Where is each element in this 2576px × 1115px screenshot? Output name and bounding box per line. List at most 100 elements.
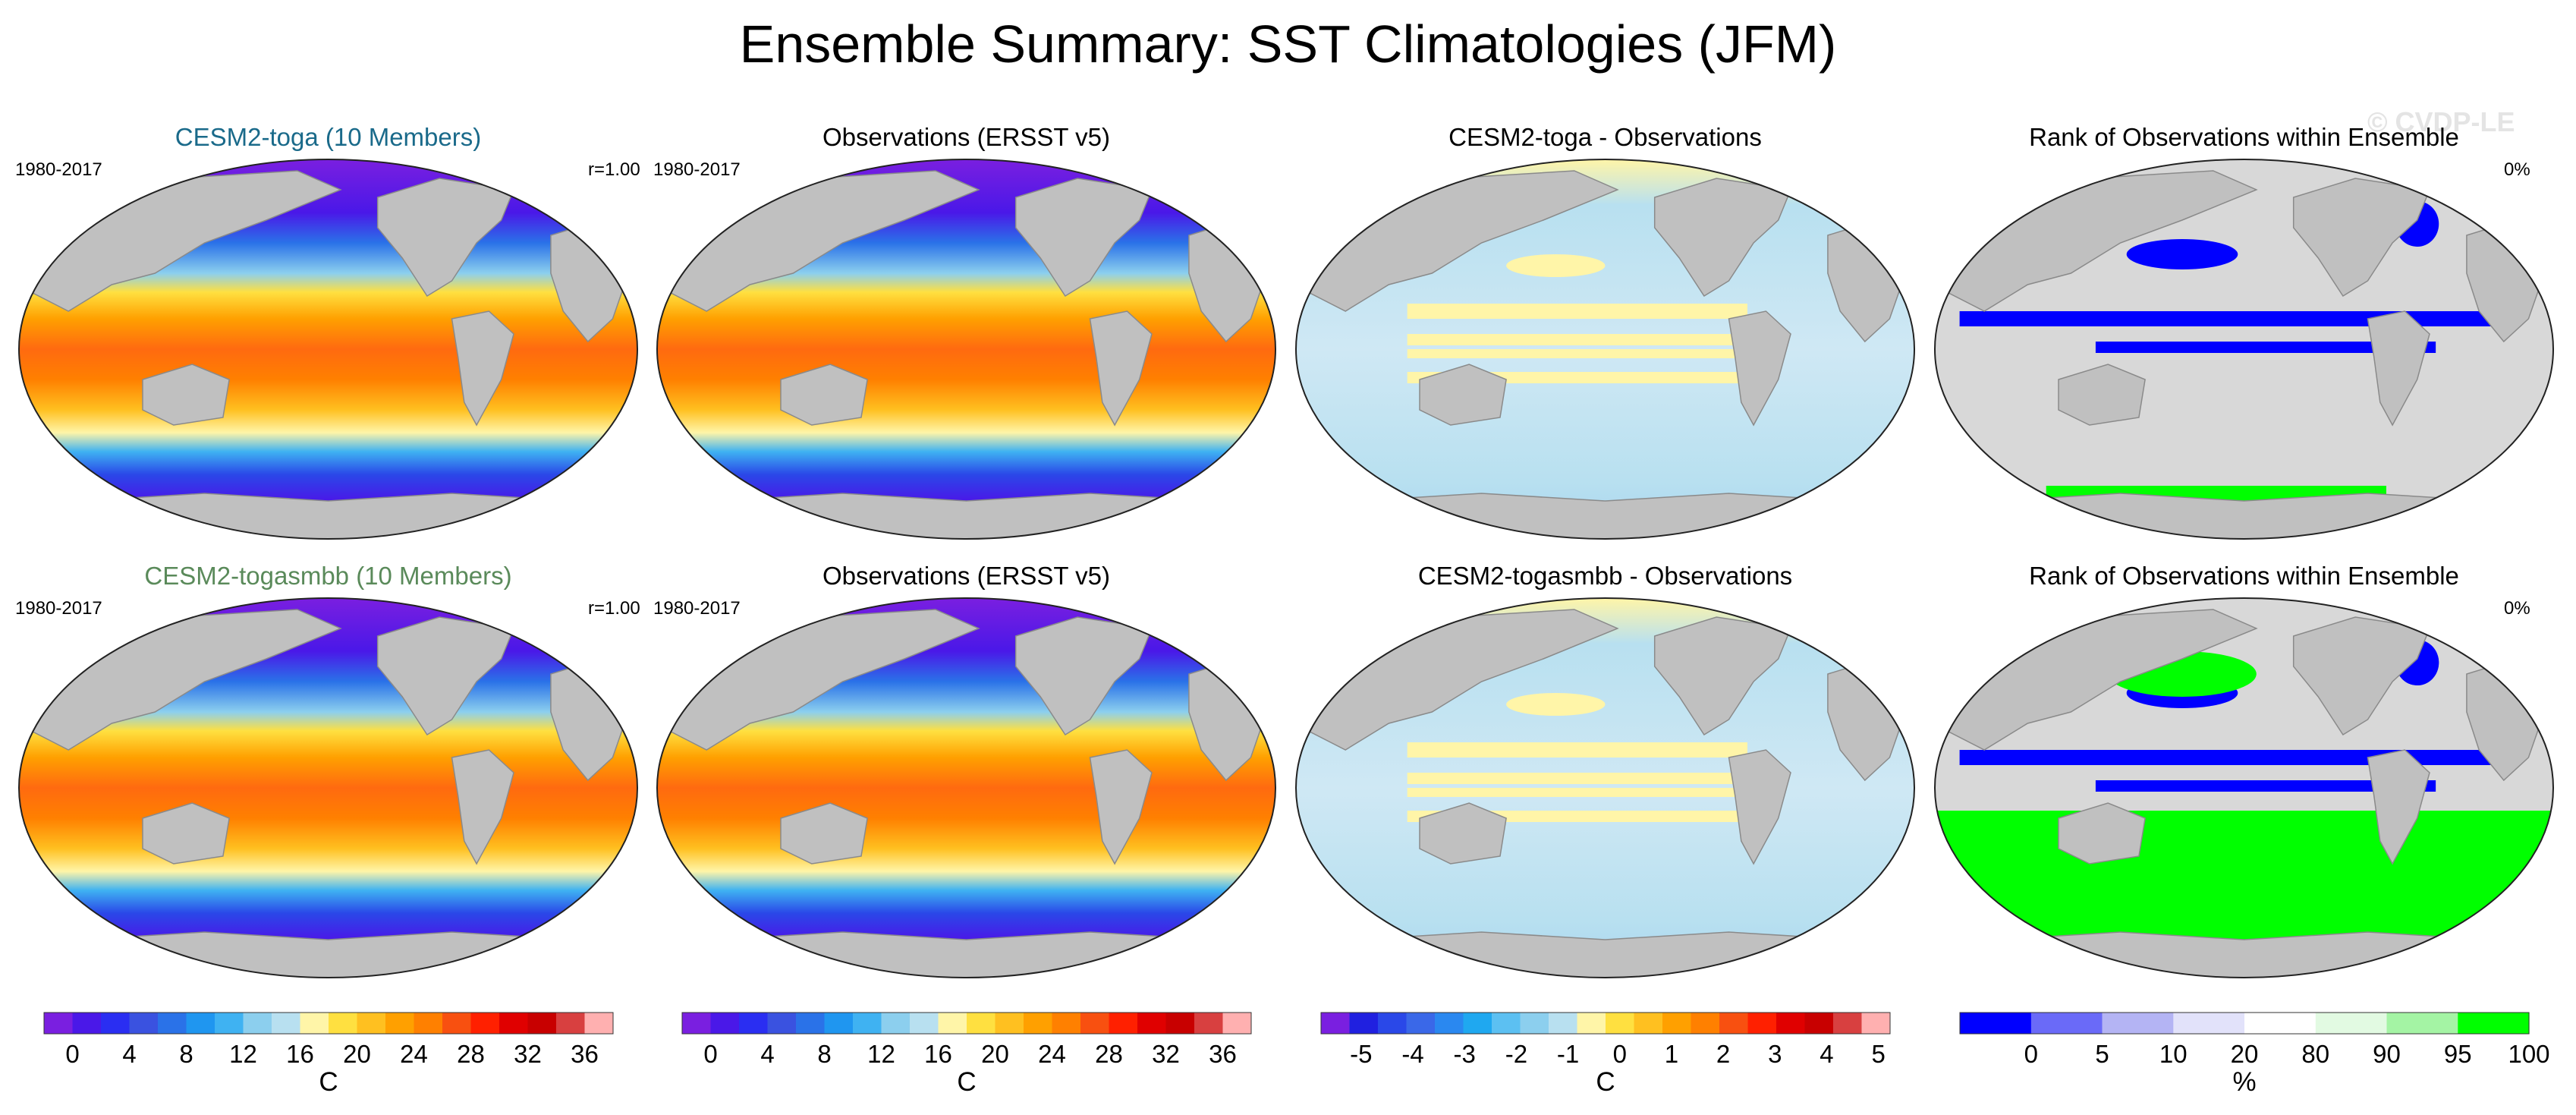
- panel-stat-label: 0%: [2504, 598, 2530, 619]
- panel-map: [1934, 597, 2554, 978]
- land-mass: [2367, 310, 2430, 427]
- watermark: © CVDP-LE: [2367, 106, 2515, 137]
- colorbar-bin: [2030, 1013, 2103, 1034]
- map-border: [656, 597, 1276, 978]
- colorbar-bin: [215, 1013, 244, 1034]
- colorbar-bin: [2386, 1013, 2458, 1034]
- colorbar-bin: [995, 1013, 1024, 1034]
- land-mass: [451, 310, 514, 427]
- colorbar-bin: [129, 1013, 159, 1034]
- colorbar-tick-label: 4: [760, 1040, 775, 1068]
- colorbar-bin: [556, 1013, 585, 1034]
- colorbar-bin: [1804, 1013, 1834, 1034]
- colorbar: [681, 1012, 1252, 1035]
- colorbar-bin: [910, 1013, 939, 1034]
- colorbar-bin: [1662, 1013, 1691, 1034]
- colorbar-units: C: [319, 1067, 338, 1097]
- colorbar-tick-label: 16: [924, 1040, 952, 1068]
- colorbar-bin: [938, 1013, 967, 1034]
- colorbar-tick-label: -2: [1505, 1040, 1528, 1068]
- panel-period-label: 1980-2017: [15, 598, 102, 619]
- colorbar-tick-label: 100: [2508, 1040, 2550, 1068]
- colorbar-tick-label: 0: [2024, 1040, 2038, 1068]
- colorbar-tick-label: 20: [2230, 1040, 2259, 1068]
- colorbar-tick-label: 32: [514, 1040, 542, 1068]
- colorbar-bin: [186, 1013, 215, 1034]
- map-border: [1295, 597, 1915, 978]
- land-mass: [142, 364, 230, 426]
- colorbar-bin: [1861, 1013, 1891, 1034]
- colorbar-bin: [1349, 1013, 1379, 1034]
- land-mass: [2058, 364, 2146, 426]
- panel-period-label: 1980-2017: [653, 598, 741, 619]
- colorbar-tick-label: 20: [343, 1040, 371, 1068]
- panel-period-label: 1980-2017: [15, 159, 102, 180]
- colorbar-tick-label: 2: [1716, 1040, 1731, 1068]
- colorbar-tick-label: 10: [2159, 1040, 2188, 1068]
- rank-region: [1959, 311, 2517, 326]
- rank-region: [2126, 239, 2238, 269]
- colorbar-bin: [881, 1013, 911, 1034]
- colorbar-bin: [158, 1013, 187, 1034]
- panel-title: Observations (ERSST v5): [822, 562, 1111, 590]
- rank-region: [1959, 750, 2517, 765]
- map-border: [1934, 159, 2554, 540]
- panel-map: [656, 159, 1276, 540]
- colorbar-bin: [767, 1013, 797, 1034]
- panel-period-label: 1980-2017: [653, 159, 741, 180]
- colorbar-tick-label: 95: [2443, 1040, 2472, 1068]
- positive-bias-band: [1407, 773, 1747, 784]
- colorbar-tick-label: 1: [1664, 1040, 1679, 1068]
- colorbar-tick-label: 0: [703, 1040, 718, 1068]
- colorbar-bin: [1747, 1013, 1777, 1034]
- colorbar-tick-label: 4: [1820, 1040, 1834, 1068]
- colorbar-bin: [2102, 1013, 2174, 1034]
- rank-region: [2095, 780, 2436, 792]
- colorbar-bin: [1719, 1013, 1748, 1034]
- colorbar-bin: [1960, 1013, 2032, 1034]
- colorbar-bin: [1577, 1013, 1606, 1034]
- colorbar-bin: [710, 1013, 740, 1034]
- colorbar-tick-label: -5: [1350, 1040, 1373, 1068]
- colorbar-tick-label: 24: [1038, 1040, 1066, 1068]
- colorbar-tick-label: -1: [1556, 1040, 1580, 1068]
- positive-bias-band: [1407, 742, 1747, 758]
- positive-bias-band: [1407, 788, 1747, 797]
- colorbar-bin: [1520, 1013, 1549, 1034]
- colorbar-bin: [2244, 1013, 2317, 1034]
- colorbar-tick-label: 8: [817, 1040, 832, 1068]
- colorbar-bin: [1833, 1013, 1862, 1034]
- land-mass: [2292, 616, 2431, 736]
- map-border: [1934, 597, 2554, 978]
- colorbar-bin: [1406, 1013, 1436, 1034]
- panel-map: [18, 159, 638, 540]
- colorbar-frame: [1959, 1012, 2530, 1035]
- colorbar-tick-label: 36: [571, 1040, 599, 1068]
- colorbar-bin: [2173, 1013, 2245, 1034]
- colorbar-bin: [385, 1013, 414, 1034]
- colorbar-bin: [527, 1013, 557, 1034]
- colorbar-tick-label: 8: [179, 1040, 193, 1068]
- colorbar-tick-label: -3: [1453, 1040, 1476, 1068]
- colorbar-tick-label: 32: [1152, 1040, 1180, 1068]
- colorbar-bin: [2458, 1013, 2530, 1034]
- panel-stat-label: r=1.00: [588, 159, 640, 180]
- panel-map: [1295, 159, 1915, 540]
- colorbar-frame: [1320, 1012, 1891, 1035]
- colorbar-bin: [1194, 1013, 1223, 1034]
- colorbar-bin: [329, 1013, 357, 1034]
- colorbar-bin: [1606, 1013, 1634, 1034]
- positive-bias-band: [1506, 693, 1606, 716]
- map-border: [1295, 159, 1915, 540]
- colorbar-bin: [682, 1013, 711, 1034]
- colorbar-bin: [1492, 1013, 1521, 1034]
- colorbar-frame: [681, 1012, 1252, 1035]
- colorbar-tick-label: 90: [2373, 1040, 2401, 1068]
- land-mass: [780, 364, 868, 426]
- colorbar-bin: [967, 1013, 995, 1034]
- colorbar-bin: [1378, 1013, 1407, 1034]
- colorbar-tick-label: 3: [1768, 1040, 1782, 1068]
- colorbar-tick-label: 36: [1209, 1040, 1237, 1068]
- land-mass: [2058, 802, 2146, 865]
- panel-title: CESM2-toga (10 Members): [175, 123, 482, 151]
